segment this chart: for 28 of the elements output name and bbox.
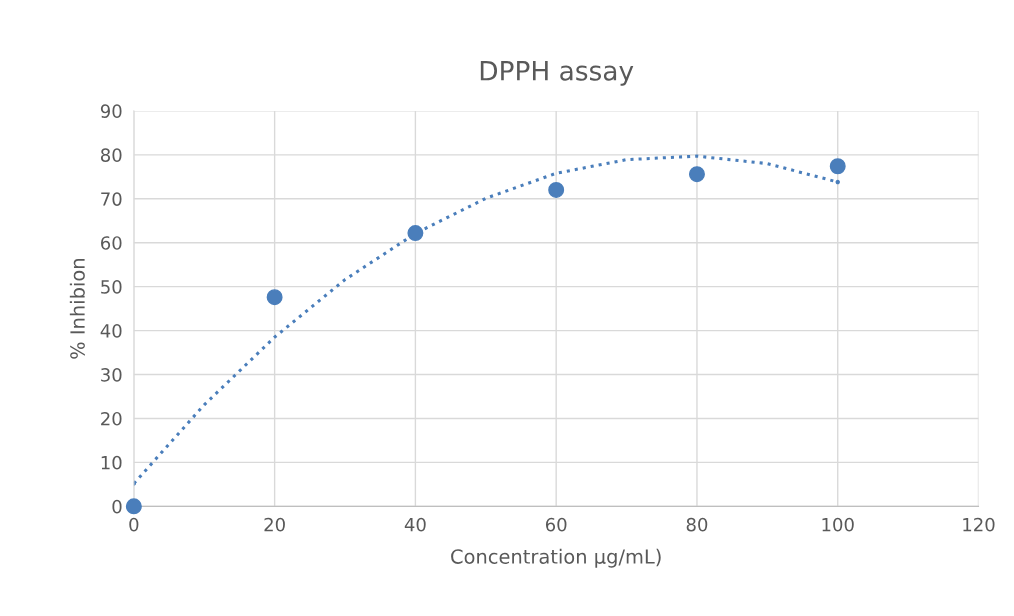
y-tick-label: 0 <box>112 499 122 514</box>
point <box>688 166 705 183</box>
x-tick-label: 120 <box>963 517 995 532</box>
y-tick-label: 40 <box>100 324 122 338</box>
y-tick-label: 30 <box>101 367 122 382</box>
y-tick-label: 90 <box>100 104 122 118</box>
y-tick-label: 70 <box>101 192 122 206</box>
x-tick-label: 0 <box>129 517 139 532</box>
point <box>407 225 424 242</box>
x-tick-label: 60 <box>545 517 567 532</box>
point <box>548 181 565 198</box>
point <box>835 179 840 185</box>
x-tick-label: 80 <box>686 517 708 532</box>
y-tick-label: 60 <box>101 236 122 250</box>
y-tick-label: 80 <box>100 148 122 162</box>
point <box>125 498 142 515</box>
y-axis-title: % Inhibion <box>69 259 85 359</box>
x-axis-title: Concentration µg/mL) <box>451 548 661 568</box>
x-tick-label: 40 <box>404 517 426 532</box>
y-tick-label: 10 <box>101 455 122 470</box>
x-tick-label: 100 <box>822 517 854 532</box>
point <box>829 158 846 175</box>
point <box>266 289 283 306</box>
chart-title: DPPH assay <box>480 61 634 86</box>
x-tick-label: 20 <box>264 517 285 532</box>
y-tick-label: 50 <box>101 280 122 294</box>
y-tick-label: 20 <box>101 411 122 426</box>
point <box>133 481 137 486</box>
